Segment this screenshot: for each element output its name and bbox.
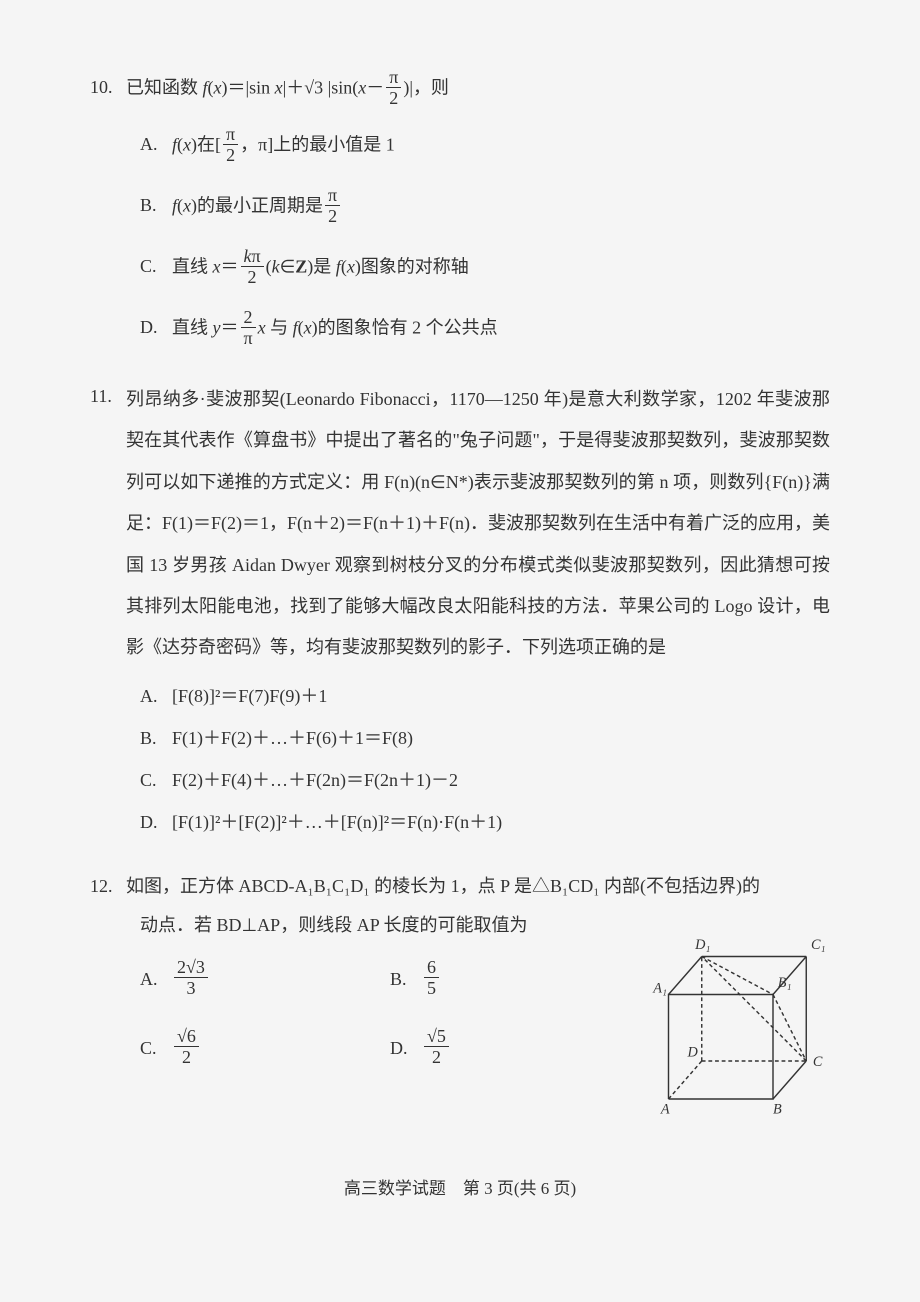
q10-option-c: C. 直线 x＝kπ2(k∈Z)是 f(x)图象的对称轴 [140, 249, 830, 288]
q12-options: A.2√33 B.65 C.√62 D.√52 [140, 960, 640, 1068]
question-11: 11. 列昂纳多·斐波那契(Leonardo Fibonacci，1170—12… [90, 379, 830, 839]
q10-header: 10. 已知函数 f(x)＝|sin x|＋√3 |sin(x－π2)|，则 [90, 70, 830, 109]
cube-edge-a1d1 [669, 956, 702, 994]
q11-option-b: B.F(1)＋F(2)＋…＋F(6)＋1＝F(8) [140, 721, 830, 755]
q12-stem-line2: 动点．若 BD⊥AP，则线段 AP 长度的可能取值为 [140, 908, 640, 942]
q11-option-d: D.[F(1)]²＋[F(2)]²＋…＋[F(n)]²＝F(n)·F(n＋1) [140, 805, 830, 839]
option-text: 直线 y＝2πx 与 f(x)的图象恰有 2 个公共点 [172, 310, 830, 349]
q10-option-b: B. f(x)的最小正周期是π2 [140, 188, 830, 227]
q11-number: 11. [90, 379, 126, 413]
q12-option-d: D.√52 [390, 1029, 640, 1068]
q11-paragraph: 列昂纳多·斐波那契(Leonardo Fibonacci，1170—1250 年… [126, 379, 830, 669]
q11-header: 11. 列昂纳多·斐波那契(Leonardo Fibonacci，1170—12… [90, 379, 830, 679]
q10-stem: 已知函数 f(x)＝|sin x|＋√3 |sin(x－π2)|，则 [126, 70, 830, 109]
q10-formula-part1: f(x)＝|sin x|＋√3 |sin(x－ [203, 78, 385, 98]
label-c: C [813, 1053, 823, 1069]
q10-option-a: A. f(x)在[π2，π]上的最小值是 1 [140, 127, 830, 166]
q10-formula-part2: )| [403, 78, 413, 98]
option-text: 直线 x＝kπ2(k∈Z)是 f(x)图象的对称轴 [172, 249, 830, 288]
q10-number: 10. [90, 70, 126, 104]
option-label: C. [140, 249, 172, 283]
page-footer: 高三数学试题 第 3 页(共 6 页) [90, 1173, 830, 1205]
label-c1: C₁ [811, 937, 826, 953]
cube-edge-bc [773, 1061, 806, 1099]
label-b: B [773, 1101, 782, 1117]
cube-edge-ad [669, 1061, 702, 1099]
q11-option-c: C.F(2)＋F(4)＋…＋F(2n)＝F(2n＋1)－2 [140, 763, 830, 797]
q10-frac: π2 [386, 68, 401, 107]
q12-stem-line1: 如图，正方体 ABCD-A₁B₁C₁D₁ 的棱长为 1，点 P 是△B₁CD₁ … [126, 869, 830, 903]
cube-figure: D₁ C₁ A₁ B₁ D C A B [640, 928, 830, 1118]
q10-stem-suffix: ，则 [413, 78, 449, 98]
label-a: A [660, 1101, 670, 1117]
option-text: [F(8)]²＝F(7)F(9)＋1 [172, 686, 327, 706]
question-10: 10. 已知函数 f(x)＝|sin x|＋√3 |sin(x－π2)|，则 A… [90, 70, 830, 349]
option-text: F(1)＋F(2)＋…＋F(6)＋1＝F(8) [172, 728, 413, 748]
q12-option-a: A.2√33 [140, 960, 390, 999]
q12-body: 动点．若 BD⊥AP，则线段 AP 长度的可能取值为 A.2√33 B.65 C… [90, 908, 830, 1118]
label-d: D [687, 1044, 699, 1060]
q12-number: 12. [90, 869, 126, 903]
option-text: f(x)的最小正周期是π2 [172, 188, 830, 227]
label-b1: B₁ [778, 975, 792, 991]
triangle-edge-d1b1 [702, 956, 773, 994]
q12-option-c: C.√62 [140, 1029, 390, 1068]
q10-option-d: D. 直线 y＝2πx 与 f(x)的图象恰有 2 个公共点 [140, 310, 830, 349]
q10-stem-prefix: 已知函数 [126, 78, 203, 98]
triangle-edge-cd1 [702, 956, 807, 1061]
option-label: B. [140, 188, 172, 222]
cube-front-face [669, 994, 774, 1099]
option-label: D. [140, 310, 172, 344]
q12-option-b: B.65 [390, 960, 640, 999]
q11-option-a: A.[F(8)]²＝F(7)F(9)＋1 [140, 679, 830, 713]
triangle-edge-b1c [773, 994, 806, 1061]
option-label: A. [140, 127, 172, 161]
question-12: 12. 如图，正方体 ABCD-A₁B₁C₁D₁ 的棱长为 1，点 P 是△B₁… [90, 869, 830, 1117]
q12-left: 动点．若 BD⊥AP，则线段 AP 长度的可能取值为 A.2√33 B.65 C… [90, 908, 640, 1118]
option-text: [F(1)]²＋[F(2)]²＋…＋[F(n)]²＝F(n)·F(n＋1) [172, 812, 502, 832]
option-text: F(2)＋F(4)＋…＋F(2n)＝F(2n＋1)－2 [172, 770, 458, 790]
option-text: f(x)在[π2，π]上的最小值是 1 [172, 127, 830, 166]
label-d1: D₁ [694, 937, 710, 953]
label-a1: A₁ [652, 980, 667, 996]
q12-header: 12. 如图，正方体 ABCD-A₁B₁C₁D₁ 的棱长为 1，点 P 是△B₁… [90, 869, 830, 903]
